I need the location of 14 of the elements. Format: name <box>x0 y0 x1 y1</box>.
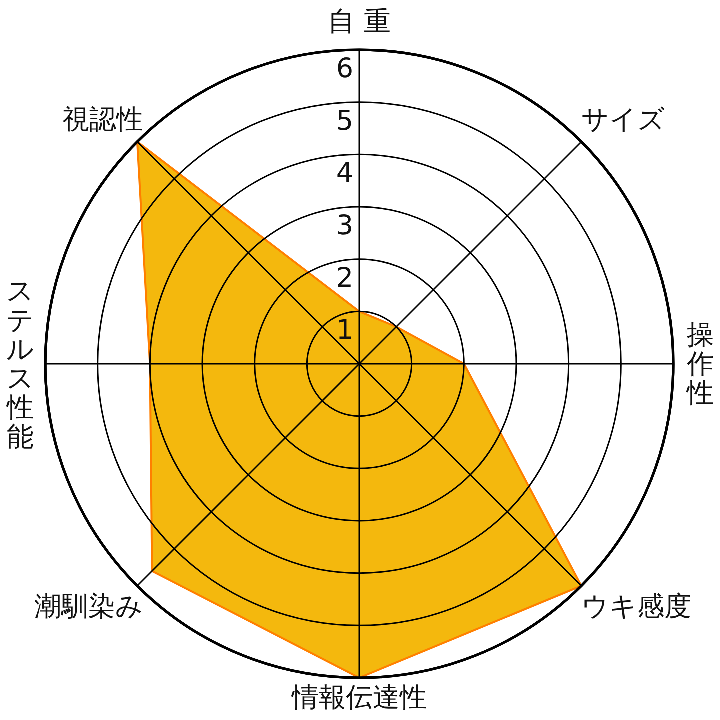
y-tick-label: 3 <box>336 210 354 242</box>
y-tick-label: 5 <box>336 106 354 137</box>
spoke-label: サイズ <box>582 104 666 136</box>
y-tick-label: 4 <box>336 158 354 190</box>
spoke-label: 情報伝達性 <box>291 682 427 714</box>
y-tick-label: 2 <box>336 262 354 294</box>
spoke-label: 視認性 <box>62 104 144 136</box>
spoke-label: 自 重 <box>328 6 391 38</box>
y-tick-label: 6 <box>336 54 354 84</box>
spoke-label: 操作性 <box>686 319 714 409</box>
y-tick-label: 1 <box>336 315 354 346</box>
spoke-label: ウキ感度 <box>582 592 692 623</box>
spoke-label: 潮馴染み <box>34 592 144 623</box>
spoke-label: ステルス性能 <box>6 276 34 452</box>
